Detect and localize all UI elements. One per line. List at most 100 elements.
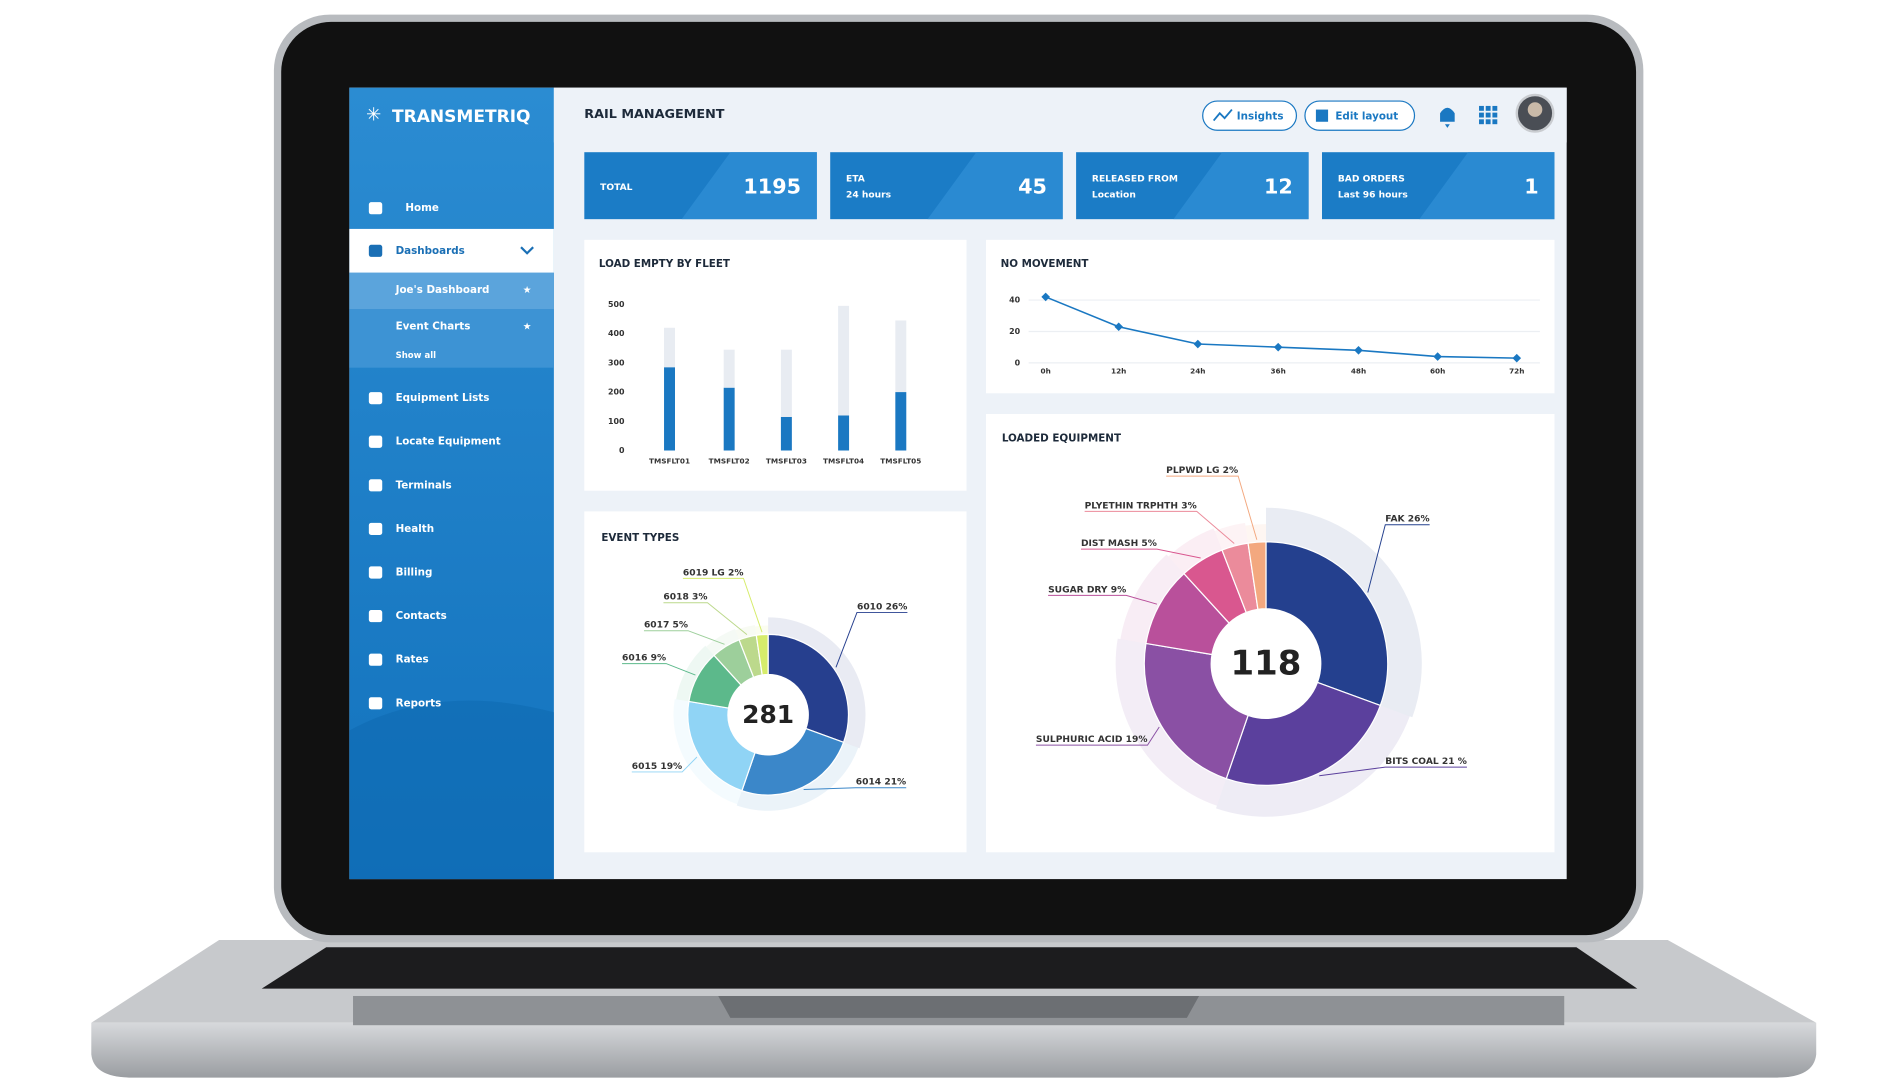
slice-name: 6019 LG bbox=[683, 568, 725, 578]
leader-line bbox=[1367, 524, 1430, 593]
slice-name: FAK bbox=[1385, 514, 1405, 524]
pie-halo bbox=[1245, 524, 1266, 544]
nav-item[interactable]: Home bbox=[405, 202, 439, 214]
panel bbox=[986, 239, 1555, 394]
panel bbox=[584, 239, 967, 491]
slice-value: 5% bbox=[673, 620, 688, 630]
kpi-value: 1 bbox=[1524, 175, 1538, 199]
x-tick-label: TMSFLT05 bbox=[880, 456, 921, 465]
slice-value: 19% bbox=[1126, 735, 1148, 745]
kpi-sublabel: Location bbox=[1092, 190, 1136, 200]
slice-label: PLYETHIN TRPHTH 3% bbox=[1085, 501, 1197, 511]
pie-halo bbox=[1214, 522, 1249, 551]
nav-item[interactable]: Show all bbox=[396, 351, 437, 361]
slice-name: 6010 bbox=[857, 602, 882, 612]
nav-item[interactable]: Equipment Lists bbox=[396, 392, 490, 404]
slice-name: SULPHURIC ACID bbox=[1036, 735, 1123, 745]
leader-line bbox=[622, 663, 696, 676]
x-tick-label: 48h bbox=[1351, 366, 1366, 375]
pie-halo bbox=[706, 628, 740, 656]
nav-item[interactable]: Contacts bbox=[396, 610, 447, 622]
pie-halo bbox=[736, 742, 859, 811]
nav-item[interactable]: Reports bbox=[396, 697, 442, 709]
leader-line bbox=[835, 611, 908, 668]
slice-name: 6016 bbox=[622, 653, 647, 663]
nav-sub-active bbox=[349, 272, 554, 310]
slice-label: BITS COAL 21 % bbox=[1385, 756, 1467, 766]
panel-title: NO MOVEMENT bbox=[1001, 258, 1089, 270]
nav-icon bbox=[368, 566, 383, 579]
y-tick-label: 0 bbox=[619, 446, 625, 455]
slice-label: 6016 9% bbox=[622, 653, 666, 663]
nav-icon bbox=[368, 202, 383, 215]
slice-name: DIST MASH bbox=[1081, 539, 1138, 549]
pie-slice bbox=[767, 633, 850, 744]
star[interactable]: ★ bbox=[523, 285, 532, 296]
nav-item[interactable]: Dashboards bbox=[396, 245, 465, 257]
marker bbox=[1041, 292, 1050, 302]
slice-label: SUGAR DRY 9% bbox=[1048, 585, 1126, 595]
leader-line bbox=[803, 787, 907, 790]
panel-title: EVENT TYPES bbox=[601, 532, 679, 544]
bar-segment bbox=[723, 387, 735, 451]
nav-item[interactable]: Rates bbox=[396, 654, 429, 666]
apps-icon[interactable] bbox=[1479, 105, 1498, 125]
leader-line bbox=[1035, 726, 1160, 746]
x-tick-label: 36h bbox=[1270, 366, 1285, 375]
nav-active-row bbox=[349, 228, 554, 273]
slice-label: 6010 26% bbox=[857, 602, 907, 612]
avatar-face bbox=[1527, 102, 1543, 117]
chevron[interactable] bbox=[520, 246, 534, 255]
pie-halo bbox=[673, 699, 742, 805]
x-tick-label: 0h bbox=[1041, 366, 1051, 375]
nav-item[interactable]: Terminals bbox=[396, 479, 452, 491]
slice-label: SULPHURIC ACID 19% bbox=[1036, 735, 1148, 745]
slice-name: BITS COAL bbox=[1385, 756, 1439, 766]
insights-icon bbox=[1212, 108, 1233, 122]
slice-value: 3% bbox=[1181, 501, 1196, 511]
x-tick-label: TMSFLT04 bbox=[823, 456, 864, 465]
nav-item[interactable]: Locate Equipment bbox=[396, 436, 501, 448]
nav-sub-rows bbox=[349, 309, 554, 368]
kpi-shade bbox=[681, 152, 817, 220]
kpi-label: ETA bbox=[846, 174, 866, 184]
kpi-value: 1195 bbox=[743, 175, 801, 199]
star[interactable]: ★ bbox=[523, 321, 532, 332]
marker bbox=[1114, 322, 1124, 332]
kpi-shade bbox=[1419, 152, 1555, 220]
logo-icon: ✳ bbox=[366, 105, 381, 126]
kpi-label: TOTAL bbox=[600, 183, 633, 193]
y-tick-label: 100 bbox=[608, 417, 625, 426]
slice-name: 6018 bbox=[663, 592, 688, 602]
nav-item[interactable]: Health bbox=[396, 523, 434, 535]
nav-item[interactable]: Event Charts bbox=[396, 320, 471, 332]
laptop-base bbox=[91, 1022, 1817, 1078]
pie-halo bbox=[1266, 507, 1422, 718]
bar-segment bbox=[895, 392, 907, 451]
nav-icon bbox=[368, 244, 383, 257]
nav-item[interactable]: Billing bbox=[396, 567, 433, 579]
bell-icon[interactable] bbox=[1440, 107, 1455, 128]
nav-icon bbox=[368, 479, 383, 492]
panel-title: LOADED EQUIPMENT bbox=[1002, 432, 1121, 444]
insights-label[interactable]: Insights bbox=[1237, 110, 1284, 122]
pie-halo bbox=[1120, 554, 1184, 644]
slice-label: PLPWD LG 2% bbox=[1166, 465, 1238, 475]
slice-label: FAK 26% bbox=[1385, 514, 1429, 524]
kpi-value: 12 bbox=[1264, 175, 1293, 199]
nav-icon bbox=[368, 610, 383, 623]
kpi-shade bbox=[927, 152, 1063, 220]
leader-line bbox=[1319, 766, 1467, 777]
kpi-label: RELEASED FROM bbox=[1092, 174, 1178, 184]
nav-item[interactable]: Joe's Dashboard bbox=[395, 284, 490, 296]
kpi-value: 45 bbox=[1018, 175, 1047, 199]
center-label: 281 bbox=[742, 700, 794, 729]
edit-layout-button[interactable] bbox=[1304, 100, 1416, 131]
slice-name: 6015 bbox=[632, 761, 657, 771]
insights-button[interactable] bbox=[1202, 100, 1298, 131]
y-tick-label: 40 bbox=[1009, 296, 1020, 305]
kpi-sublabel: 24 hours bbox=[846, 190, 891, 200]
slice-label: 6019 LG 2% bbox=[683, 568, 744, 578]
edit-layout-label[interactable]: Edit layout bbox=[1335, 110, 1398, 122]
pie-halo bbox=[1115, 638, 1227, 806]
